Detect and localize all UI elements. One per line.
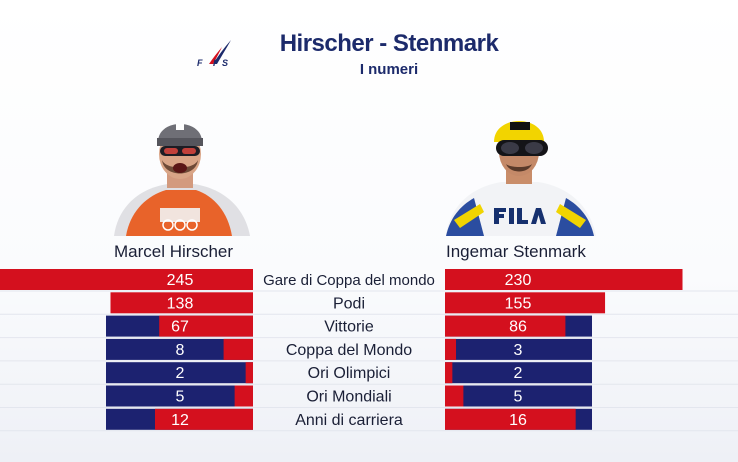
bar-right: [445, 408, 576, 430]
category-label: Anni di carriera: [295, 412, 403, 429]
category-label: Ori Mondiali: [306, 389, 391, 406]
data-label-left: 67: [171, 319, 189, 336]
bar-track-left: [106, 338, 253, 360]
svg-text:I: I: [213, 58, 216, 68]
bar-track-left: [106, 385, 253, 407]
bar-track-left: [106, 362, 253, 384]
data-label-right: 16: [509, 412, 527, 429]
category-label: Gare di Coppa del mondo: [263, 272, 435, 289]
category-label: Ori Olimpici: [308, 365, 391, 382]
athlete-photo-left: [114, 124, 250, 236]
page-title: Hirscher - Stenmark: [279, 30, 499, 57]
bar-left: [110, 292, 253, 314]
bar-left: [159, 315, 253, 337]
fis-logo: F I S: [197, 40, 231, 68]
data-label-left: 12: [171, 412, 189, 429]
athlete-name-right: Ingemar Stenmark: [446, 242, 586, 261]
bar-left: [245, 362, 253, 384]
bar-right: [445, 292, 606, 314]
athlete-photo-right: [446, 121, 596, 236]
data-label-left: 2: [176, 365, 185, 382]
bar-left: [234, 385, 253, 407]
data-label-left: 5: [176, 389, 185, 406]
bar-right: [445, 315, 566, 337]
page-subtitle: I numeri: [359, 61, 419, 78]
bar-right: [445, 362, 453, 384]
bar-right: [445, 269, 683, 290]
data-label-right: 155: [505, 295, 532, 312]
data-label-right: 2: [514, 365, 523, 382]
data-label-left: 245: [167, 272, 194, 289]
bar-right: [445, 385, 464, 407]
bar-right: [445, 338, 457, 360]
bar-track-right: [445, 362, 592, 384]
data-label-left: 8: [176, 342, 185, 359]
category-label: Podi: [333, 295, 365, 312]
athlete-name-left: Marcel Hirscher: [114, 242, 234, 261]
svg-text:F: F: [197, 58, 203, 68]
data-label-right: 5: [514, 389, 523, 406]
data-label-right: 86: [509, 319, 527, 336]
data-label-left: 138: [167, 295, 194, 312]
bar-left: [0, 269, 253, 290]
category-label: Coppa del Mondo: [286, 342, 412, 359]
svg-text:S: S: [222, 58, 228, 68]
bar-track-right: [445, 338, 592, 360]
data-label-right: 3: [514, 342, 523, 359]
data-label-right: 230: [505, 272, 532, 289]
category-label: Vittorie: [324, 319, 374, 336]
bar-track-right: [445, 385, 592, 407]
bar-left: [223, 338, 253, 360]
bar-left: [155, 408, 253, 430]
